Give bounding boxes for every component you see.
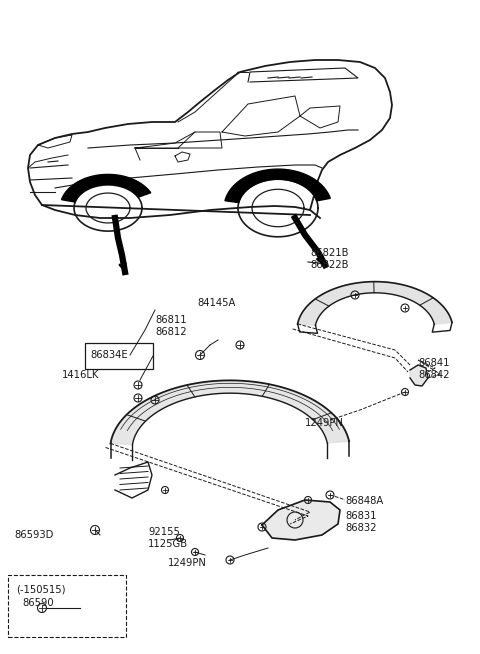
Text: 86590: 86590 xyxy=(22,598,54,608)
Text: (-150515): (-150515) xyxy=(16,584,65,594)
Text: 86593D: 86593D xyxy=(14,530,53,540)
Text: 86831
86832: 86831 86832 xyxy=(345,511,376,532)
Polygon shape xyxy=(61,175,151,202)
Polygon shape xyxy=(410,365,428,386)
Text: 86848A: 86848A xyxy=(345,496,383,506)
Text: 1249PN: 1249PN xyxy=(305,418,344,428)
Polygon shape xyxy=(262,500,340,540)
Text: 92155
1125GB: 92155 1125GB xyxy=(148,527,188,549)
Polygon shape xyxy=(298,282,452,325)
Text: 86834E: 86834E xyxy=(90,350,128,360)
Polygon shape xyxy=(225,169,330,203)
Text: 1249PN: 1249PN xyxy=(168,558,207,568)
Polygon shape xyxy=(115,462,152,498)
Text: 86841
86842: 86841 86842 xyxy=(418,358,449,379)
Text: 1416LK: 1416LK xyxy=(62,370,99,380)
Text: 86821B
86822B: 86821B 86822B xyxy=(310,248,348,269)
Polygon shape xyxy=(110,381,349,445)
Text: 86811
86812: 86811 86812 xyxy=(155,315,187,337)
Text: 84145A: 84145A xyxy=(197,298,235,308)
